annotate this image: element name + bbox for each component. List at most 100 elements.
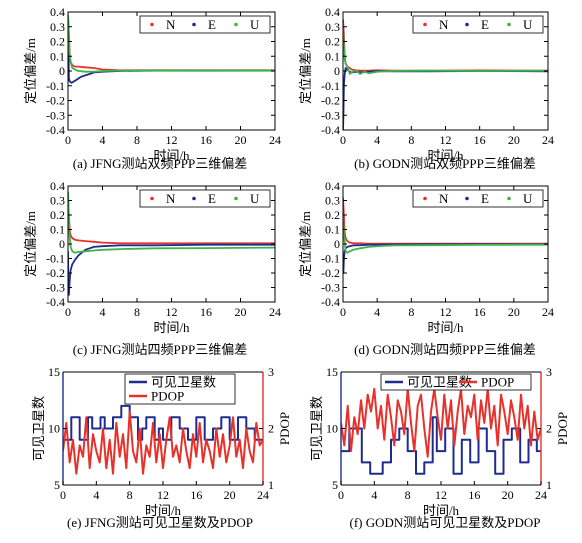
y-axis-label: 定位偏差/m [298, 38, 313, 104]
y-tick-label: 0.4 [50, 5, 65, 19]
series-line-e-2 [63, 410, 263, 475]
x-tick-label: 24 [542, 305, 554, 319]
y-tick-label: 0.2 [50, 35, 65, 49]
y-tick-label: 5 [54, 478, 60, 492]
y-tick-label: 0.4 [50, 179, 65, 193]
x-tick-label: 0 [65, 133, 71, 147]
y-tick-label: 0.3 [50, 194, 65, 208]
legend-label: E [481, 17, 489, 32]
legend-marker [192, 22, 196, 27]
y-tick-label: 15 [48, 365, 60, 379]
legend-label: U [250, 17, 260, 32]
legend-box [412, 15, 544, 34]
x-tick-label: 12 [166, 133, 178, 147]
x-tick-label: 0 [340, 305, 346, 319]
y-tick-label: 0.3 [50, 20, 65, 34]
x-tick-label: 8 [134, 305, 140, 319]
legend-label: N [166, 191, 176, 206]
x-tick-label: 12 [435, 488, 447, 502]
legend-label: E [208, 191, 216, 206]
y-tick-label: 0.1 [50, 49, 65, 63]
legend-marker [507, 22, 511, 27]
y-tick-label: 0.3 [325, 194, 340, 208]
x-axis-label: 时间/h [427, 320, 464, 335]
y-right-tick-label: 1 [268, 478, 274, 492]
y-tick-label: 0 [59, 64, 65, 78]
chart-caption: (d) GODN测站四频PPP三维偏差 [354, 342, 536, 357]
y-tick-label: 0.3 [325, 20, 340, 34]
y-tick-label: 0.4 [325, 5, 340, 19]
series-line-e-1 [63, 404, 263, 441]
x-tick-label: 4 [100, 305, 106, 319]
series-line-d-3 [343, 214, 548, 254]
legend-marker [507, 196, 511, 201]
legend-label: U [523, 191, 533, 206]
series-line-d-2 [343, 243, 548, 274]
y-tick-label: 0 [334, 64, 340, 78]
x-tick-label: 4 [374, 133, 380, 147]
x-tick-label: 0 [338, 488, 344, 502]
legend-label: 可见卫星数 [151, 375, 216, 390]
legend-label: E [481, 191, 489, 206]
legend-label: N [166, 17, 176, 32]
y-tick-label: 10 [48, 422, 60, 436]
x-tick-label: 20 [235, 305, 247, 319]
y-tick-label: -0.2 [46, 266, 65, 280]
x-tick-label: 16 [190, 488, 202, 502]
legend-marker [465, 196, 469, 201]
y-axis-right-label: PDOP [555, 412, 570, 445]
x-axis-label: 时间/h [153, 148, 190, 163]
x-tick-label: 20 [502, 488, 514, 502]
x-tick-label: 8 [408, 133, 414, 147]
y-right-tick-label: 3 [546, 365, 552, 379]
y-tick-label: 0.1 [50, 223, 65, 237]
legend-label: 可见卫星数 [407, 375, 472, 390]
chart-panel-b: 0 4 8 12 16 20 24-0.4-0.3-0.2-0.100.10.20.30.4… [298, 5, 554, 171]
x-tick-label: 20 [235, 133, 247, 147]
y-tick-label: 0 [334, 237, 340, 251]
x-tick-label: 8 [405, 488, 411, 502]
chart-caption: (f) GODN测站可见卫星数及PDOP [349, 515, 540, 530]
legend-marker [234, 196, 238, 201]
legend-box [380, 373, 532, 391]
y-axis-label: 可见卫星数 [31, 396, 46, 461]
x-tick-label: 16 [200, 133, 212, 147]
y-tick-label: 15 [326, 365, 338, 379]
y-tick-label: 0 [59, 237, 65, 251]
y-tick-label: -0.2 [46, 94, 65, 108]
y-axis-label: 定位偏差/m [23, 38, 38, 104]
y-tick-label: -0.2 [321, 94, 340, 108]
chart-caption: (a) JFNG测站双频PPP三维偏差 [73, 156, 247, 171]
y-tick-label: -0.4 [46, 295, 65, 309]
x-tick-label: 16 [468, 488, 480, 502]
x-tick-label: 24 [535, 488, 547, 502]
legend-marker [234, 22, 238, 27]
y-right-tick-label: 2 [268, 422, 274, 436]
y-tick-label: -0.1 [46, 79, 65, 93]
y-tick-label: 0.1 [325, 223, 340, 237]
y-tick-label: 0.2 [50, 208, 65, 222]
x-tick-label: 4 [100, 133, 106, 147]
x-tick-label: 4 [93, 488, 99, 502]
legend-marker [423, 196, 427, 201]
y-right-tick-label: 3 [268, 365, 274, 379]
series-line-f-2 [341, 387, 541, 458]
x-axis-label: 时间/h [427, 148, 464, 163]
y-tick-label: -0.1 [321, 252, 340, 266]
legend-box [412, 189, 544, 208]
legend-label: U [523, 17, 533, 32]
y-tick-label: -0.4 [321, 123, 340, 137]
x-tick-label: 20 [508, 305, 520, 319]
x-tick-label: 4 [374, 305, 380, 319]
y-tick-label: 0.2 [325, 208, 340, 222]
x-tick-label: 24 [542, 133, 554, 147]
chart-panel-a: 0 4 8 12 16 20 24-0.4-0.3-0.2-0.100.10.20.30.4… [23, 5, 281, 171]
legend-marker [150, 22, 154, 27]
legend-label: N [439, 17, 449, 32]
